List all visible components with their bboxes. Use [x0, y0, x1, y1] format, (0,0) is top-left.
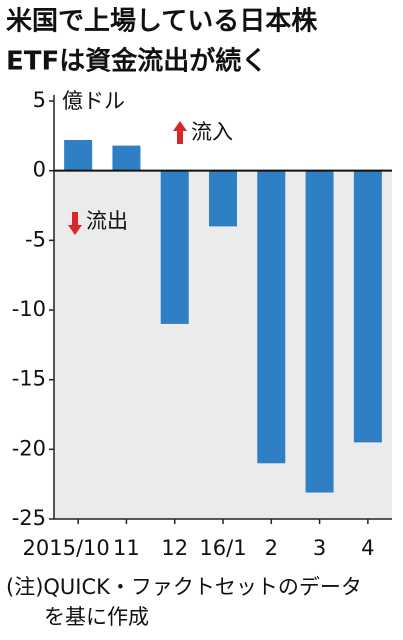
y-tick-label: 0	[33, 158, 46, 182]
y-tick-label: 5	[33, 88, 46, 112]
y-tick-label: -10	[12, 297, 46, 321]
x-tick-label: 12	[161, 536, 188, 560]
x-tick-label: 11	[113, 536, 140, 560]
x-tick-label: 2015/10	[23, 536, 110, 560]
bar	[112, 145, 141, 171]
y-tick-label: -5	[25, 227, 46, 251]
bar	[160, 170, 189, 324]
chart-title: 米国で上場している日本株	[6, 7, 318, 37]
y-tick-label: -15	[12, 367, 46, 391]
bar	[305, 170, 334, 493]
outflow-label: 流出	[86, 209, 128, 233]
outflow-arrow	[68, 212, 82, 235]
bar	[209, 170, 237, 227]
bar	[64, 140, 93, 171]
bar	[353, 170, 382, 443]
y-tick-label: -20	[12, 436, 46, 460]
inflow-arrow	[173, 121, 187, 144]
bar	[257, 170, 286, 464]
y-tick-label: -25	[12, 506, 46, 530]
x-tick-label: 4	[361, 536, 374, 560]
negative-region	[54, 170, 392, 519]
plot-area: 5 0 -5 -10 -15 -20 -25 2015/10 11 12 16/1 2 3 4	[12, 88, 392, 560]
note: (注)QUICK・ファクトセットのデータ	[6, 575, 362, 599]
unit-label: 億ドル	[62, 89, 125, 113]
inflow-label: 流入	[191, 120, 233, 144]
x-tick-label: 2	[265, 536, 278, 560]
x-tick-label: 3	[313, 536, 326, 560]
x-tick-label: 16/1	[199, 536, 246, 560]
note: を基に作成	[44, 605, 149, 629]
chart-title: ETFは資金流出が続く	[6, 46, 267, 77]
